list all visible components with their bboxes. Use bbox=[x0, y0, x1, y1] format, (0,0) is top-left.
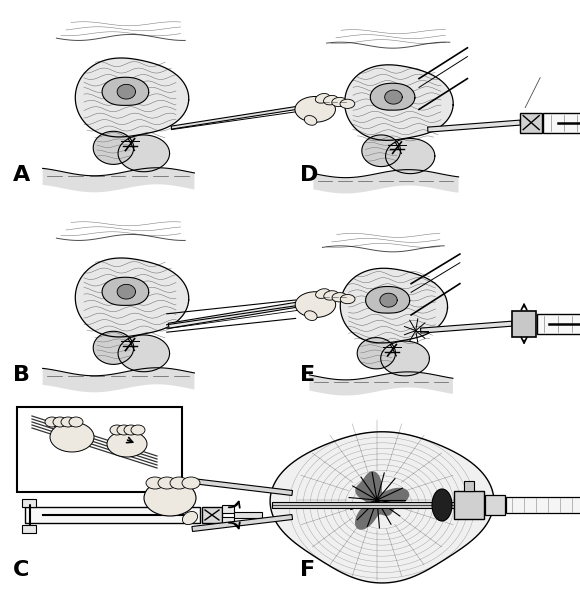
Polygon shape bbox=[357, 337, 396, 369]
Ellipse shape bbox=[107, 431, 147, 457]
Bar bbox=[202, 507, 222, 523]
Ellipse shape bbox=[316, 289, 330, 299]
Ellipse shape bbox=[146, 477, 164, 489]
Ellipse shape bbox=[182, 477, 200, 489]
Bar bbox=[464, 481, 474, 491]
Ellipse shape bbox=[50, 422, 94, 452]
Bar bbox=[22, 525, 36, 533]
Polygon shape bbox=[345, 65, 453, 140]
Polygon shape bbox=[75, 58, 188, 137]
Text: D: D bbox=[300, 165, 318, 185]
Bar bbox=[485, 495, 505, 515]
Polygon shape bbox=[102, 277, 148, 305]
Bar bbox=[17, 407, 182, 492]
Bar bbox=[22, 499, 36, 507]
Polygon shape bbox=[171, 106, 300, 129]
Ellipse shape bbox=[131, 425, 145, 435]
Ellipse shape bbox=[304, 116, 317, 125]
Ellipse shape bbox=[69, 417, 83, 427]
Bar bbox=[506, 497, 580, 513]
Ellipse shape bbox=[340, 99, 355, 108]
Polygon shape bbox=[118, 335, 169, 371]
Ellipse shape bbox=[45, 417, 59, 427]
Bar bbox=[537, 314, 580, 334]
Polygon shape bbox=[340, 268, 448, 343]
Text: E: E bbox=[300, 365, 315, 385]
Polygon shape bbox=[380, 341, 429, 376]
Text: F: F bbox=[300, 560, 315, 580]
Ellipse shape bbox=[61, 417, 75, 427]
Ellipse shape bbox=[324, 95, 338, 105]
Polygon shape bbox=[117, 285, 136, 299]
Text: B: B bbox=[13, 365, 30, 385]
Ellipse shape bbox=[332, 292, 347, 302]
Bar bbox=[520, 112, 542, 133]
Polygon shape bbox=[365, 286, 409, 313]
Polygon shape bbox=[118, 135, 169, 171]
Polygon shape bbox=[380, 293, 397, 307]
Text: C: C bbox=[13, 560, 30, 580]
Ellipse shape bbox=[158, 477, 176, 489]
Ellipse shape bbox=[117, 425, 131, 435]
Polygon shape bbox=[385, 90, 403, 104]
Ellipse shape bbox=[304, 311, 317, 320]
Bar bbox=[25, 507, 200, 523]
Ellipse shape bbox=[332, 97, 346, 106]
Ellipse shape bbox=[53, 417, 67, 427]
Polygon shape bbox=[75, 258, 188, 337]
Ellipse shape bbox=[295, 97, 335, 122]
Ellipse shape bbox=[124, 425, 138, 435]
Polygon shape bbox=[370, 83, 415, 110]
Bar bbox=[222, 505, 234, 513]
Polygon shape bbox=[272, 502, 474, 508]
Polygon shape bbox=[117, 85, 136, 99]
Polygon shape bbox=[192, 514, 292, 531]
Polygon shape bbox=[102, 77, 148, 105]
Polygon shape bbox=[93, 331, 133, 364]
Polygon shape bbox=[93, 131, 133, 164]
Ellipse shape bbox=[324, 291, 338, 300]
Bar bbox=[512, 311, 536, 337]
Polygon shape bbox=[362, 135, 401, 167]
Bar bbox=[454, 491, 484, 519]
Polygon shape bbox=[168, 302, 298, 328]
Bar bbox=[222, 517, 234, 525]
Ellipse shape bbox=[340, 294, 355, 303]
Ellipse shape bbox=[183, 511, 198, 525]
Ellipse shape bbox=[432, 489, 452, 521]
Polygon shape bbox=[420, 321, 512, 333]
Ellipse shape bbox=[295, 292, 336, 317]
Polygon shape bbox=[234, 512, 262, 518]
Polygon shape bbox=[270, 432, 494, 583]
Bar bbox=[543, 112, 580, 133]
Text: A: A bbox=[13, 165, 30, 185]
Polygon shape bbox=[355, 471, 409, 530]
Ellipse shape bbox=[144, 480, 196, 516]
Ellipse shape bbox=[316, 94, 330, 103]
Polygon shape bbox=[192, 478, 292, 496]
Polygon shape bbox=[386, 139, 435, 174]
Ellipse shape bbox=[170, 477, 188, 489]
Polygon shape bbox=[427, 120, 520, 132]
Ellipse shape bbox=[110, 425, 124, 435]
